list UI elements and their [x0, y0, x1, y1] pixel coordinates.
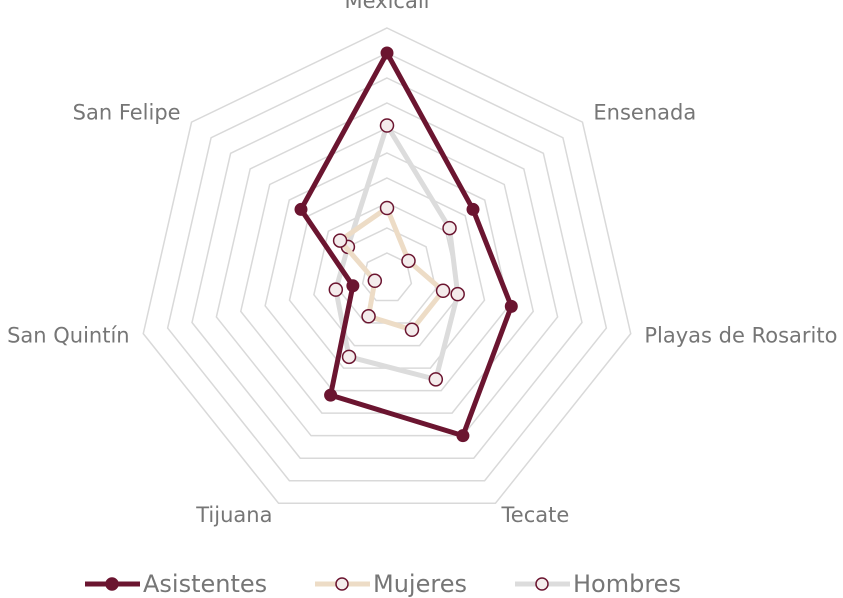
- axis-label: Tijuana: [195, 503, 272, 527]
- grid-ring: [264, 152, 510, 392]
- data-point: [361, 309, 376, 324]
- grid-ring: [166, 52, 608, 482]
- data-point: [466, 202, 480, 216]
- axis-label: Playas de Rosarito: [644, 324, 837, 348]
- legend-label: Mujeres: [373, 570, 467, 598]
- grid-ring: [142, 27, 632, 504]
- grid-ring: [191, 77, 583, 459]
- axis-label: San Felipe: [73, 100, 181, 124]
- series-line: [298, 50, 514, 439]
- data-point: [404, 322, 420, 338]
- data-point: [456, 429, 470, 443]
- data-point: [341, 349, 357, 365]
- legend-marker: [335, 577, 349, 591]
- data-point: [367, 273, 383, 289]
- data-point: [435, 283, 451, 299]
- axis-label: Tecate: [501, 503, 570, 527]
- data-point: [379, 118, 395, 133]
- data-point: [328, 282, 344, 297]
- data-point: [428, 372, 444, 387]
- data-point: [401, 253, 416, 269]
- data-point: [442, 220, 457, 236]
- legend-marker: [105, 577, 119, 591]
- data-point: [380, 46, 394, 60]
- data-point: [332, 233, 348, 248]
- data-point: [450, 286, 465, 302]
- legend-marker: [535, 577, 549, 591]
- data-point: [294, 202, 308, 216]
- series-line: [337, 205, 446, 333]
- series-line: [333, 123, 461, 382]
- data-point: [346, 279, 360, 293]
- axis-label: Ensenada: [593, 100, 696, 124]
- data-point: [504, 299, 518, 313]
- axis-label: Mexicali: [344, 0, 429, 13]
- data-point: [379, 200, 395, 216]
- axis-label: San Quintín: [7, 324, 130, 348]
- legend-label: Asistentes: [143, 570, 267, 598]
- legend-label: Hombres: [573, 570, 681, 598]
- grid-ring: [215, 102, 559, 437]
- data-point: [324, 388, 338, 402]
